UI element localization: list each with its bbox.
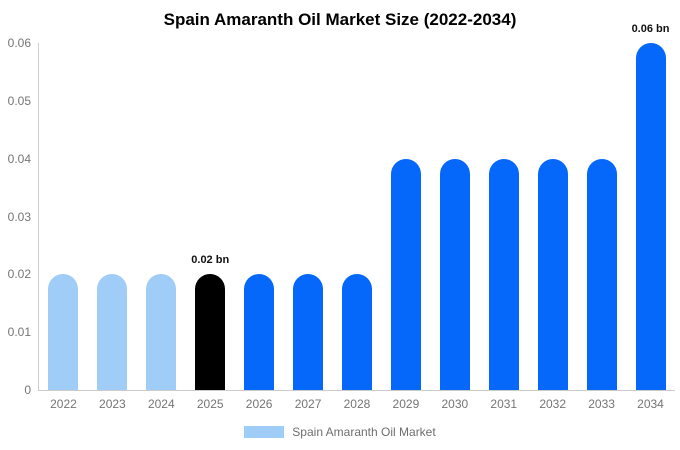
y-tick-label: 0.03	[7, 209, 31, 224]
bar-column-2030: 2030	[430, 43, 479, 411]
x-tick-label-2024: 2024	[147, 397, 175, 411]
bar-2028	[341, 274, 372, 390]
bar-column-2029: 2029	[381, 43, 430, 411]
bar-2022	[48, 274, 79, 390]
y-tick-label: 0.02	[7, 267, 31, 282]
bar-2026	[244, 274, 275, 390]
bar-2031	[488, 158, 519, 390]
x-tick-label-2033: 2033	[588, 397, 615, 411]
bar-2029	[390, 158, 421, 390]
value-label-2025: 0.02 bn	[191, 254, 230, 267]
value-label-2034: 0.06 bn	[631, 23, 670, 35]
bar-column-2022: 2022	[39, 43, 88, 411]
x-tick-label-2026: 2026	[245, 397, 273, 411]
chart-title: Spain Amaranth Oil Market Size (2022-203…	[163, 10, 517, 29]
bar-column-2023: 2023	[88, 43, 137, 411]
legend-item[interactable]: Spain Amaranth Oil Market	[244, 425, 436, 439]
bar-2034	[635, 43, 666, 390]
x-tick-label-2025: 2025	[196, 397, 224, 411]
bar-column-2031: 2031	[479, 43, 528, 411]
y-tick-label: 0.04	[7, 151, 31, 166]
x-tick-label-2029: 2029	[392, 397, 420, 411]
bar-2027	[293, 274, 324, 390]
bar-column-2026: 2026	[235, 43, 284, 411]
bar-2033	[586, 158, 617, 390]
x-tick-label-2034: 2034	[637, 397, 664, 411]
bar-2023	[97, 274, 128, 390]
y-tick-label: 0.05	[7, 93, 31, 108]
x-tick-label-2022: 2022	[50, 397, 77, 411]
y-tick-label: 0.06	[7, 36, 31, 50]
legend-swatch	[244, 426, 285, 438]
plot-area: 2022 2023 2024 0.02 bn 2025 2026 2027 2028 2029 2…	[38, 23, 675, 411]
bar-2032	[537, 158, 568, 390]
bar-column-2025: 0.02 bn 2025	[186, 43, 235, 411]
x-tick-label-2027: 2027	[294, 397, 322, 411]
bar-column-2027: 2027	[284, 43, 333, 411]
bar-column-2033: 2033	[577, 43, 626, 411]
bar-2025	[195, 274, 226, 390]
bar-2030	[439, 158, 470, 390]
bar-column-2032: 2032	[528, 43, 577, 411]
x-tick-label-2032: 2032	[539, 397, 567, 411]
y-axis: 0 0.01 0.02 0.03 0.04 0.05 0.06	[0, 36, 33, 397]
bar-column-2024: 2024	[137, 43, 186, 411]
legend-label: Spain Amaranth Oil Market	[292, 425, 436, 439]
bar-column-2028: 2028	[333, 43, 382, 411]
x-tick-label-2030: 2030	[441, 397, 469, 411]
bar-column-2034: 0.06 bn 2034	[626, 23, 675, 411]
x-tick-label-2031: 2031	[490, 397, 518, 411]
legend: Spain Amaranth Oil Market	[0, 425, 680, 439]
x-tick-label-2028: 2028	[343, 397, 371, 411]
y-tick-label: 0.01	[7, 325, 31, 340]
y-tick-label: 0	[24, 383, 31, 397]
x-tick-label-2023: 2023	[99, 397, 126, 411]
bar-2024	[146, 274, 177, 390]
